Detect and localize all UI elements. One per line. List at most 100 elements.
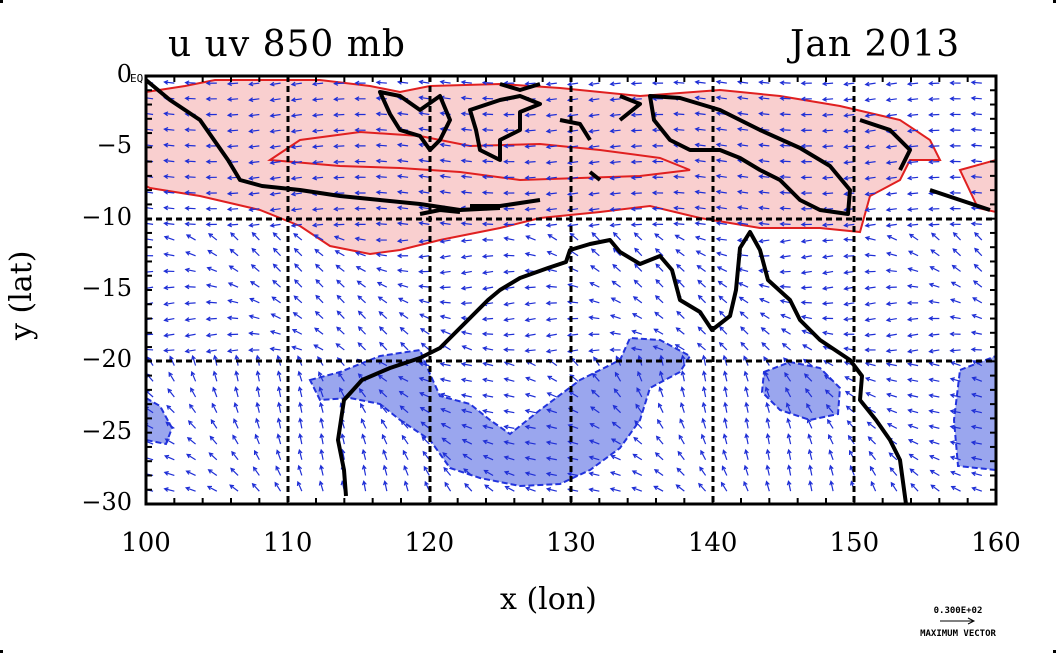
wind-vector	[163, 127, 175, 132]
wind-vector	[716, 266, 728, 272]
wind-vector	[612, 231, 622, 241]
wind-vector	[971, 313, 983, 320]
wind-vector	[886, 407, 898, 414]
wind-vector	[744, 386, 749, 398]
wind-vector	[765, 448, 771, 460]
wind-vector	[630, 175, 642, 181]
wind-vector	[315, 278, 324, 288]
wind-vector	[723, 385, 728, 398]
wind-vector	[673, 190, 685, 195]
wind-vector	[298, 417, 303, 429]
wind-vector	[375, 158, 387, 164]
wind-vector	[973, 263, 983, 272]
wind-vector	[233, 418, 239, 429]
wind-vector	[439, 238, 451, 244]
wind-vector	[439, 254, 451, 260]
wind-vector	[949, 206, 961, 211]
wind-vector	[885, 348, 897, 354]
wind-vector	[864, 376, 876, 382]
wind-vector	[610, 454, 621, 461]
wind-vector	[418, 173, 430, 179]
wind-vector	[908, 233, 919, 241]
wind-vector	[807, 433, 813, 445]
wind-vector	[588, 97, 600, 103]
wind-vector	[694, 142, 706, 148]
wind-vector	[633, 279, 643, 288]
wind-vector	[146, 332, 154, 338]
wind-vector	[609, 128, 621, 134]
wind-vector	[205, 159, 217, 165]
corner-mark	[0, 0, 3, 3]
wind-vector	[885, 301, 897, 307]
wind-vector	[361, 433, 367, 445]
wind-vector	[715, 79, 727, 85]
wind-vector	[400, 420, 409, 429]
wind-vector	[930, 232, 940, 241]
wind-vector	[885, 113, 897, 118]
wind-vector	[298, 401, 303, 413]
wind-vector	[588, 144, 600, 150]
wind-vector	[698, 482, 707, 492]
wind-vector	[950, 281, 961, 288]
wind-vector	[736, 111, 749, 116]
wind-vector	[311, 144, 324, 150]
wind-vector	[165, 421, 175, 429]
wind-vector	[230, 467, 239, 476]
wind-vector	[827, 418, 834, 429]
wind-vector	[206, 485, 218, 492]
wind-vector	[588, 455, 600, 461]
wind-vector	[234, 370, 240, 382]
wind-vector	[290, 160, 302, 165]
wind-vector	[547, 375, 558, 382]
wind-vector	[382, 464, 388, 476]
wind-vector	[276, 401, 282, 413]
wind-vector	[361, 448, 367, 460]
wind-vector	[360, 418, 367, 429]
wind-vector	[673, 158, 685, 164]
wind-vector	[524, 285, 536, 290]
wind-vector	[524, 144, 536, 149]
wind-vector	[482, 439, 494, 445]
wind-vector	[166, 404, 175, 414]
wind-vector	[354, 96, 366, 102]
wind-vector	[974, 231, 983, 241]
wind-vector	[758, 174, 770, 180]
wind-vector	[226, 206, 239, 212]
wind-vector	[271, 296, 281, 304]
wind-vector	[146, 253, 154, 259]
wind-vector	[786, 480, 792, 492]
wind-vector	[654, 311, 664, 320]
wind-vector	[524, 159, 536, 165]
y-tick-label: −25	[81, 416, 132, 445]
wind-vector	[503, 393, 515, 398]
wind-vector	[906, 316, 919, 322]
wind-vector	[652, 345, 664, 351]
wind-vector	[949, 298, 961, 304]
wind-vector	[800, 159, 812, 165]
wind-vector	[481, 96, 494, 101]
wind-vector	[503, 409, 515, 414]
wind-vector	[293, 247, 303, 257]
wind-vector	[651, 206, 664, 212]
wind-vector	[294, 263, 303, 272]
wind-vector	[609, 487, 621, 492]
wind-vector	[205, 206, 217, 212]
wind-vector	[269, 207, 281, 213]
wind-vector	[460, 300, 472, 306]
wind-vector	[696, 342, 706, 351]
wind-vector	[759, 312, 770, 320]
wind-vector	[723, 417, 728, 429]
wind-vector	[396, 221, 409, 226]
wind-vector	[803, 373, 813, 382]
wind-vector	[949, 143, 961, 149]
wind-vector	[736, 205, 749, 211]
wind-vector	[357, 295, 366, 304]
wind-vector	[889, 466, 898, 476]
wind-vector	[250, 264, 260, 272]
wind-vector	[949, 393, 961, 398]
positive-u-region	[146, 79, 942, 256]
wind-vector	[248, 331, 260, 336]
wind-vector	[821, 175, 834, 181]
wind-vector	[290, 191, 302, 197]
wind-vector	[970, 95, 982, 101]
